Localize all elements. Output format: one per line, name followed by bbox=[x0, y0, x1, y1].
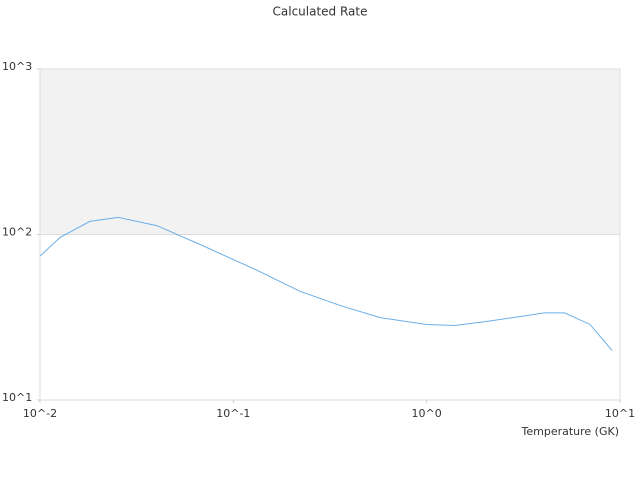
y-tick-label: 10^2 bbox=[2, 226, 32, 239]
x-axis-label: Temperature (GK) bbox=[521, 425, 620, 438]
chart-title: Calculated Rate bbox=[273, 5, 368, 19]
x-tick-label: 10^1 bbox=[605, 407, 635, 420]
y-tick-label: 10^3 bbox=[2, 60, 32, 73]
data-line bbox=[39, 216, 613, 351]
y-tick-label: 10^1 bbox=[2, 391, 32, 404]
x-tick-label: 10^-1 bbox=[216, 407, 250, 420]
x-tick-label: 10^0 bbox=[412, 407, 442, 420]
x-tick-label: 10^-2 bbox=[23, 407, 57, 420]
shaded-band bbox=[40, 69, 620, 235]
